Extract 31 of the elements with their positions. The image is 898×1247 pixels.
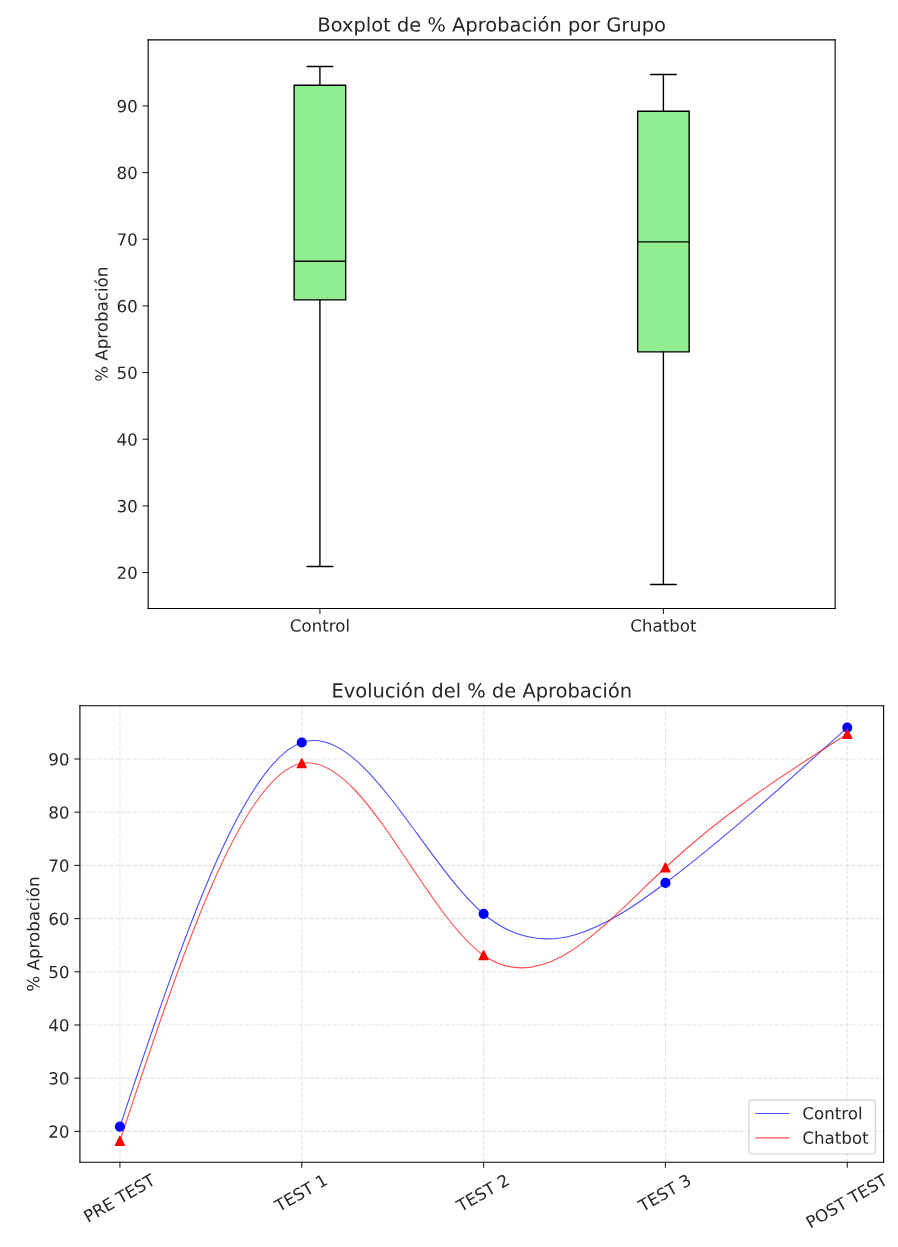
- y-tick-label: 50: [49, 965, 69, 979]
- y-tick-label: 30: [49, 1072, 69, 1085]
- point: [660, 862, 671, 873]
- y-tick-label: 70: [117, 233, 137, 246]
- y-tick-label: 80: [117, 166, 137, 180]
- y-axis-title: % Aprobación: [94, 268, 111, 381]
- y-tick-label: 20: [49, 1125, 69, 1138]
- legend-label: Control: [803, 1106, 862, 1120]
- y-tick-label: 30: [117, 499, 137, 513]
- y-tick-label: 70: [49, 859, 69, 872]
- y-tick-label: 50: [117, 366, 137, 380]
- y-tick-label: 40: [117, 433, 137, 446]
- point: [114, 1121, 126, 1132]
- y-tick-label: 60: [117, 299, 137, 313]
- y-axis-title: % Aprobación: [25, 877, 43, 991]
- point: [296, 758, 307, 769]
- y-tick-label: 90: [117, 99, 137, 113]
- point: [114, 1135, 126, 1147]
- point: [478, 950, 489, 961]
- chart-title: Boxplot de % Aprobación por Grupo: [319, 16, 665, 36]
- point: [660, 877, 671, 889]
- legend-label: Chatbot: [803, 1131, 869, 1144]
- chart-title: Evolución del % de Aprobación: [333, 681, 631, 702]
- point: [296, 737, 307, 748]
- point: [478, 908, 489, 919]
- y-tick-label: 20: [117, 566, 137, 580]
- y-tick-label: 80: [49, 806, 69, 819]
- y-tick-label: 60: [49, 912, 69, 926]
- y-tick-label: 90: [49, 752, 69, 766]
- point: [842, 728, 853, 740]
- y-tick-label: 40: [49, 1018, 69, 1032]
